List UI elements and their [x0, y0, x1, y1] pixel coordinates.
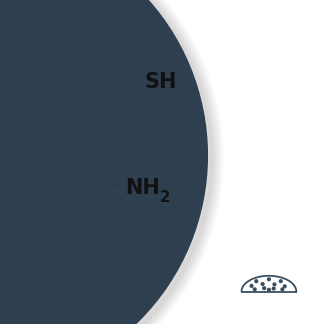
Text: SH: SH [144, 72, 177, 92]
Circle shape [272, 287, 275, 290]
Circle shape [284, 285, 286, 288]
Circle shape [263, 287, 266, 290]
Circle shape [0, 0, 207, 324]
Circle shape [281, 288, 284, 291]
Text: NH: NH [125, 178, 159, 198]
Polygon shape [241, 276, 296, 292]
Circle shape [253, 288, 256, 291]
Circle shape [261, 283, 264, 285]
Circle shape [250, 284, 253, 287]
Circle shape [255, 280, 258, 283]
Text: 2: 2 [160, 190, 170, 205]
Circle shape [268, 278, 270, 281]
Circle shape [273, 283, 276, 286]
Circle shape [279, 280, 282, 283]
Circle shape [268, 288, 270, 291]
